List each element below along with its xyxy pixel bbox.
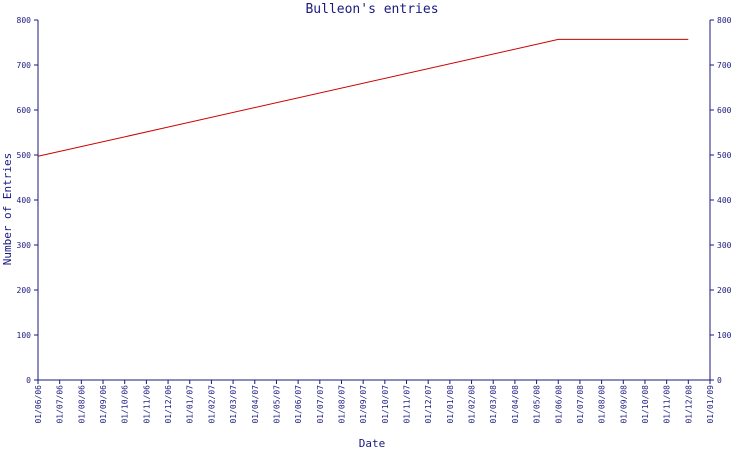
x-tick-label: 01/08/07 — [337, 385, 346, 424]
x-tick-label: 01/09/07 — [359, 385, 368, 424]
x-tick-label: 01/09/06 — [99, 385, 108, 424]
y-tick-label-right: 300 — [717, 241, 732, 250]
series-line — [37, 38, 689, 157]
x-tick-label: 01/05/07 — [272, 385, 281, 424]
x-tick-label: 01/04/07 — [251, 385, 260, 424]
x-tick-label: 01/06/07 — [294, 385, 303, 424]
x-tick-label: 01/09/08 — [619, 385, 628, 424]
x-tick-label: 01/02/07 — [207, 385, 216, 424]
y-tick-label-right: 0 — [717, 376, 722, 385]
x-tick-label: 01/01/08 — [446, 385, 455, 424]
y-tick-label-left: 800 — [17, 16, 32, 25]
x-tick-label: 01/12/07 — [424, 385, 433, 424]
y-tick-label-right: 100 — [717, 331, 732, 340]
y-tick-label-left: 200 — [17, 286, 32, 295]
y-tick-label-right: 700 — [717, 61, 732, 70]
x-tick-label: 01/10/07 — [381, 385, 390, 424]
x-tick-label: 01/06/06 — [34, 385, 43, 424]
x-tick-label: 01/07/08 — [576, 385, 585, 424]
x-tick-label: 01/03/07 — [229, 385, 238, 424]
x-tick-label: 01/05/08 — [533, 385, 542, 424]
x-tick-label: 01/11/08 — [663, 385, 672, 424]
x-tick-label: 01/01/09 — [706, 385, 715, 424]
x-tick-label: 01/07/06 — [56, 385, 65, 424]
x-tick-label: 01/12/08 — [684, 385, 693, 424]
x-tick-label: 01/01/07 — [186, 385, 195, 424]
y-tick-label-right: 600 — [717, 106, 732, 115]
y-tick-label-left: 400 — [17, 196, 32, 205]
x-tick-label: 01/10/06 — [121, 385, 130, 424]
x-axis-label: Date — [359, 437, 386, 450]
x-tick-label: 01/11/07 — [403, 385, 412, 424]
x-tick-label: 01/08/08 — [598, 385, 607, 424]
x-tick-label: 01/04/08 — [511, 385, 520, 424]
y-tick-label-left: 700 — [17, 61, 32, 70]
x-tick-label: 01/11/06 — [142, 385, 151, 424]
y-tick-label-left: 300 — [17, 241, 32, 250]
y-axis-label: Number of Entries — [1, 153, 14, 266]
x-tick-label: 01/02/08 — [468, 385, 477, 424]
y-tick-label-right: 800 — [717, 16, 732, 25]
y-tick-label-right: 500 — [717, 151, 732, 160]
y-tick-label-left: 500 — [17, 151, 32, 160]
x-tick-label: 01/10/08 — [641, 385, 650, 424]
x-tick-label: 01/03/08 — [489, 385, 498, 424]
y-tick-label-right: 200 — [717, 286, 732, 295]
y-tick-label-left: 0 — [26, 376, 31, 385]
y-tick-label-left: 100 — [17, 331, 32, 340]
y-ticks: 0 0 100 100 200 200 300 300 400 400 500 500 600 600 70… — [17, 16, 732, 385]
x-tick-label: 01/08/06 — [77, 385, 86, 424]
x-tick-label: 01/12/06 — [164, 385, 173, 424]
x-tick-label: 01/06/08 — [554, 385, 563, 424]
y-tick-label-left: 600 — [17, 106, 32, 115]
chart-title: Bulleon's entries — [305, 2, 438, 17]
x-ticks: 01/06/06 01/07/06 01/08/06 01/09/06 01/10/06… — [34, 380, 715, 424]
x-tick-label: 01/07/07 — [316, 385, 325, 424]
y-tick-label-right: 400 — [717, 196, 732, 205]
